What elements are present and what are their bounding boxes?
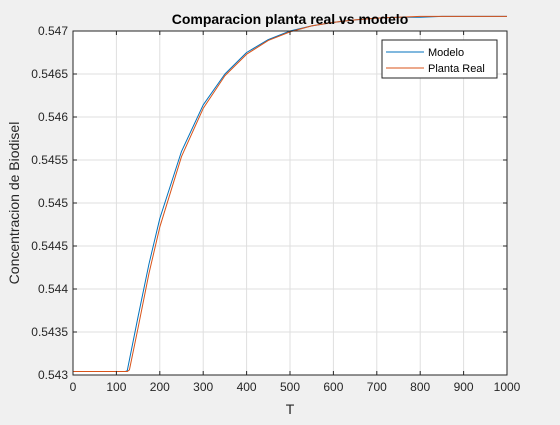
tick-labels: 0 100 200 300 400 500 600 700 800 900 1000 0.543 0.5…	[31, 24, 520, 394]
series-layer	[73, 15, 507, 373]
y-tick-label: 0.545	[38, 196, 68, 210]
x-tick-label: 500	[280, 380, 300, 394]
x-axis-title: T	[286, 401, 295, 417]
legend[interactable]: Modelo Planta Real	[381, 39, 498, 79]
x-tick-label: 300	[193, 380, 213, 394]
chart-title: Comparacion planta real vs modelo	[172, 11, 409, 27]
legend-label-modelo: Modelo	[428, 47, 464, 59]
x-tick-label: 1000	[494, 380, 521, 394]
x-tick-label: 700	[367, 380, 387, 394]
x-tick-label: 0	[70, 380, 77, 394]
x-tick-label: 900	[454, 380, 474, 394]
y-tick-label: 0.5465	[31, 67, 68, 81]
x-tick-label: 100	[106, 380, 126, 394]
x-tick-label: 600	[323, 380, 343, 394]
legend-box	[381, 39, 498, 79]
y-tick-label: 0.544	[38, 282, 68, 296]
y-tick-label: 0.543	[38, 368, 68, 382]
x-tick-label: 200	[150, 380, 170, 394]
series-line-planta-real	[73, 15, 507, 373]
y-tick-label: 0.547	[38, 24, 68, 38]
y-tick-label: 0.546	[38, 110, 68, 124]
x-tick-label: 800	[410, 380, 430, 394]
x-tick-label: 400	[237, 380, 257, 394]
ticks	[72, 30, 508, 376]
y-tick-label: 0.5445	[31, 239, 68, 253]
grid	[73, 31, 507, 375]
y-tick-label: 0.5435	[31, 325, 68, 339]
y-tick-label: 0.5455	[31, 153, 68, 167]
y-axis-title: Concentracion de Biodisel	[6, 122, 22, 285]
legend-label-planta-real: Planta Real	[428, 63, 485, 75]
